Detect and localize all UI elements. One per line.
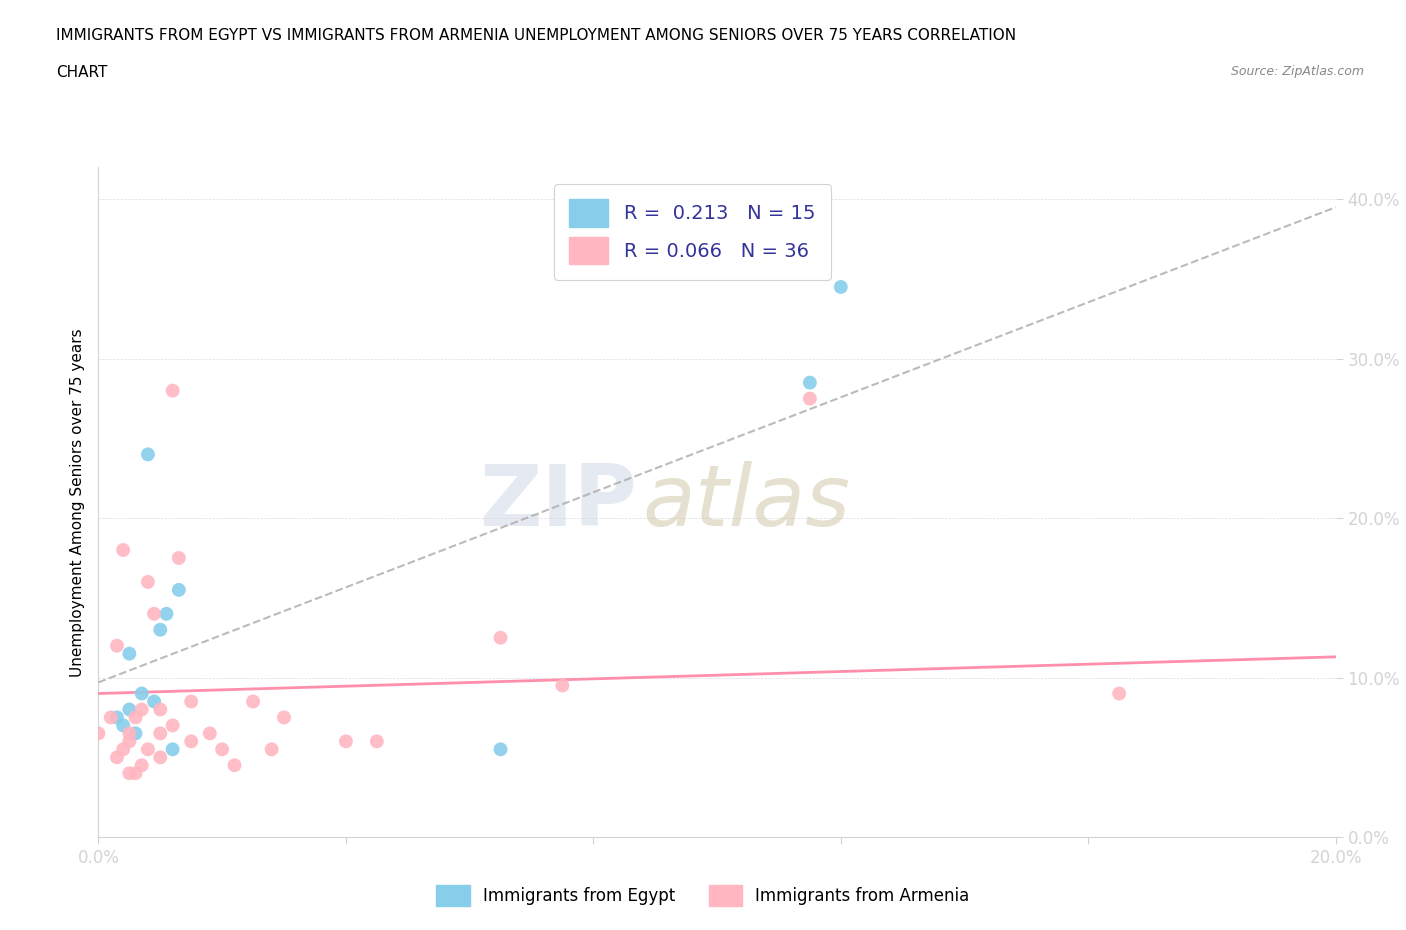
- Point: [149, 702, 172, 717]
- Point: [198, 726, 221, 741]
- Point: [118, 734, 141, 749]
- Text: Source: ZipAtlas.com: Source: ZipAtlas.com: [1230, 65, 1364, 78]
- Point: [224, 758, 246, 773]
- Point: [118, 702, 141, 717]
- Point: [112, 718, 135, 733]
- Point: [105, 638, 128, 653]
- Point: [100, 710, 122, 724]
- Point: [143, 694, 166, 709]
- Point: [124, 765, 146, 780]
- Point: [105, 710, 128, 724]
- Point: [162, 383, 184, 398]
- Point: [124, 710, 146, 724]
- Legend: R =  0.213   N = 15, R = 0.066   N = 36: R = 0.213 N = 15, R = 0.066 N = 36: [554, 184, 831, 280]
- Point: [136, 575, 159, 590]
- Point: [149, 726, 172, 741]
- Point: [143, 606, 166, 621]
- Text: CHART: CHART: [56, 65, 108, 80]
- Point: [1108, 686, 1130, 701]
- Point: [551, 678, 574, 693]
- Text: ZIP: ZIP: [479, 460, 637, 544]
- Point: [155, 606, 177, 621]
- Point: [118, 765, 141, 780]
- Point: [167, 551, 190, 565]
- Point: [799, 392, 821, 406]
- Point: [830, 280, 852, 295]
- Point: [136, 742, 159, 757]
- Point: [335, 734, 357, 749]
- Text: IMMIGRANTS FROM EGYPT VS IMMIGRANTS FROM ARMENIA UNEMPLOYMENT AMONG SENIORS OVER: IMMIGRANTS FROM EGYPT VS IMMIGRANTS FROM…: [56, 28, 1017, 43]
- Point: [211, 742, 233, 757]
- Point: [366, 734, 388, 749]
- Point: [260, 742, 283, 757]
- Point: [167, 582, 190, 597]
- Point: [112, 742, 135, 757]
- Point: [112, 542, 135, 557]
- Point: [162, 718, 184, 733]
- Point: [489, 631, 512, 645]
- Point: [149, 622, 172, 637]
- Point: [162, 742, 184, 757]
- Point: [180, 734, 202, 749]
- Point: [180, 694, 202, 709]
- Text: atlas: atlas: [643, 460, 851, 544]
- Point: [136, 447, 159, 462]
- Point: [131, 758, 153, 773]
- Point: [131, 686, 153, 701]
- Point: [131, 702, 153, 717]
- Point: [124, 726, 146, 741]
- Point: [799, 375, 821, 390]
- Point: [242, 694, 264, 709]
- Legend: Immigrants from Egypt, Immigrants from Armenia: Immigrants from Egypt, Immigrants from A…: [430, 879, 976, 912]
- Point: [118, 726, 141, 741]
- Point: [273, 710, 295, 724]
- Point: [149, 750, 172, 764]
- Y-axis label: Unemployment Among Seniors over 75 years: Unemployment Among Seniors over 75 years: [69, 328, 84, 676]
- Point: [105, 750, 128, 764]
- Point: [118, 646, 141, 661]
- Point: [489, 742, 512, 757]
- Point: [87, 726, 110, 741]
